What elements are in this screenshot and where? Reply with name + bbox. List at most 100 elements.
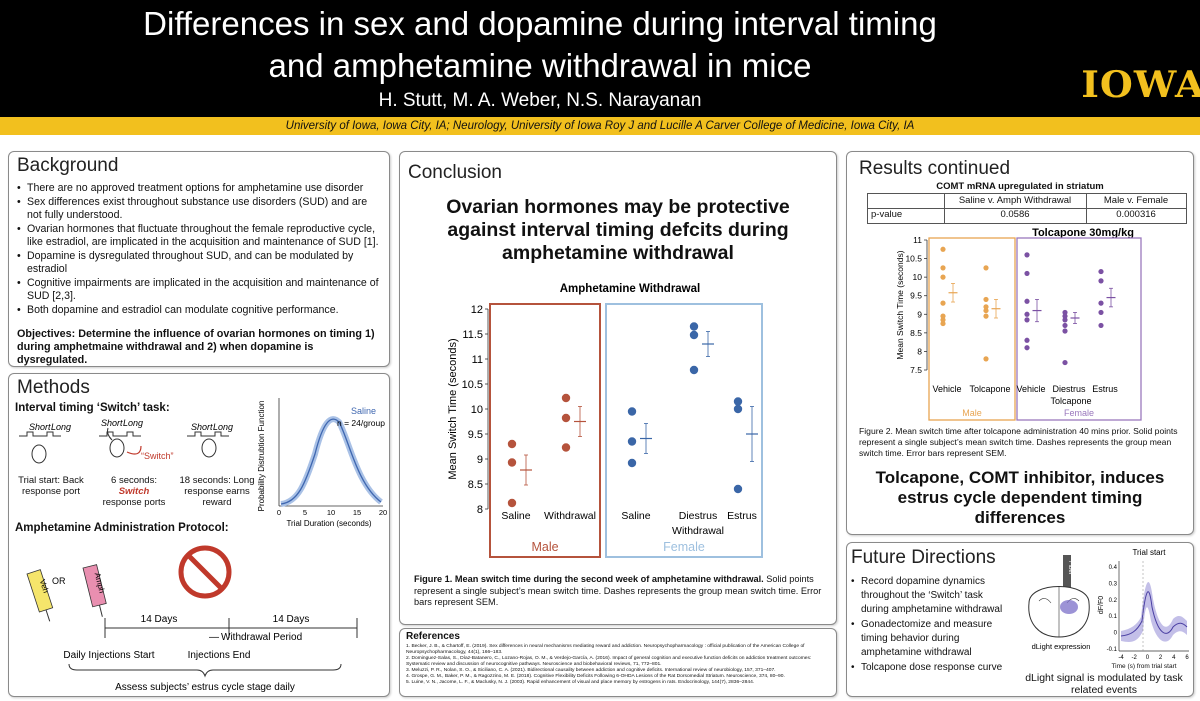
trace-ytick: 0 [1114, 631, 1118, 637]
data-point [940, 313, 946, 319]
background-bullet: Cognitive impairments are implicated in … [17, 277, 383, 303]
data-point [983, 313, 989, 319]
comt-table: Saline v. Amph Withdrawal Male v. Female… [867, 193, 1187, 224]
future-bullet: Tolcapone dose response curve [851, 661, 1011, 675]
trace-ytick: 0.2 [1109, 598, 1118, 604]
data-point [1024, 270, 1030, 277]
data-point [1062, 328, 1068, 334]
inj-start-label: Daily Injections Start [63, 650, 154, 661]
chart-title: Amphetamine Withdrawal [560, 283, 700, 295]
data-point [1024, 252, 1030, 258]
category-label: Tolcapone [969, 384, 1010, 394]
comt-table-val2: 0.000316 [1116, 209, 1156, 220]
reference-item: 5. Luine, V. N., Jacome, L. F., & Maclus… [406, 680, 755, 685]
chart-ytick: 9 [477, 454, 483, 466]
data-point [940, 274, 946, 280]
switch-task-illustration: Short Long Short Long Short Long “Switch… [19, 418, 233, 464]
or-label: OR [52, 576, 66, 586]
data-point [940, 265, 946, 271]
category-label: Diestrus [1052, 384, 1086, 394]
chart-ytick: 11 [913, 235, 922, 245]
chart-ylabel: Mean Switch Time (seconds) [895, 250, 905, 359]
data-point [983, 356, 989, 362]
data-point [733, 397, 743, 406]
withdrawal-period-label: Withdrawal Period [221, 632, 302, 643]
data-point [1024, 298, 1030, 304]
affiliation-bar: University of Iowa, Iowa City, IA; Neuro… [0, 117, 1200, 135]
data-point [1098, 300, 1104, 306]
data-point [940, 320, 946, 327]
figure2-caption: Figure 2. Mean switch time after tolcapo… [859, 426, 1178, 458]
data-point [733, 404, 743, 414]
data-point [507, 498, 517, 508]
data-point [983, 307, 989, 314]
data-point [561, 393, 571, 403]
background-panel: Background There are no approved treatme… [8, 151, 390, 367]
group-label: Female [663, 540, 705, 554]
pdf-xlabel: Trial Duration (seconds) [286, 519, 371, 528]
group-box [605, 303, 763, 558]
chart-ytick: 10 [471, 404, 483, 416]
step1-text: Trial start: Back response port [18, 475, 84, 497]
data-point [1024, 311, 1030, 317]
data-point [627, 407, 637, 416]
reference-item: 3. Meluzzi, P. R., Nolan, S. O., & Sicil… [406, 668, 776, 673]
tolcapone-chart: Tolcapone 30mg/kg Mean Switch Time (secon… [895, 227, 1142, 421]
comt-table-val1: 0.0586 [1000, 209, 1030, 220]
short-label: Short [29, 422, 51, 432]
reference-item: 4. Grospe, G. M., Baker, P. M., & Ragozz… [406, 674, 785, 679]
data-point [1062, 317, 1068, 323]
future-bullet: Gonadectomize and measure timing behavio… [851, 618, 1011, 660]
pdf-ylabel: Probability Distrubtion Function [257, 401, 266, 512]
background-bullets: There are no approved treatment options … [17, 182, 383, 318]
methods-panel: Methods Interval timing ‘Switch’ task: S… [8, 373, 390, 697]
dlight-trace-plot: Trial start dF/F0 -4 -2 0 2 4 6 0.4 0.3 0.2 0.1 0 -… [1098, 548, 1189, 661]
pdf-xtick: 10 [327, 508, 335, 517]
category-label: Diestrus [679, 510, 718, 522]
results-panel: Results continued COMT mRNA upregulated … [846, 151, 1194, 535]
trace-xtick: -4 [1118, 655, 1124, 661]
trace-ylabel: dF/F0 [1098, 596, 1105, 614]
data-point [561, 413, 571, 423]
chart-ytick: 8 [477, 504, 483, 516]
short-label: Short [191, 422, 213, 432]
category-label: Vehicle [1016, 384, 1045, 394]
data-point [1098, 268, 1104, 275]
poster-header [0, 0, 1200, 117]
category-label: Vehicle [932, 384, 961, 394]
trace-ytick: 0.1 [1109, 614, 1118, 620]
results-headline: Tolcapone, COMT inhibitor, induces estru… [875, 468, 1165, 527]
future-bullets: Record dopamine dynamics throughout the … [851, 575, 1011, 676]
data-point [1062, 322, 1068, 329]
data-point [689, 330, 699, 340]
data-point [983, 304, 989, 310]
trace-title: Trial start [1132, 548, 1166, 557]
poster-title-line2: and amphetamine withdrawal in mice [268, 47, 812, 84]
chart-ylabel: Mean Switch Time (seconds) [447, 338, 459, 479]
group-label: Female [1064, 408, 1094, 418]
data-point [1098, 309, 1104, 316]
step3-text: 18 seconds: Long response earns reward [179, 475, 255, 508]
pdf-xtick: 0 [277, 508, 281, 517]
background-bullet: Ovarian hormones that fluctuate througho… [17, 223, 383, 249]
category-label: Withdrawal [544, 510, 596, 522]
comt-table-col2: Male v. Female [1103, 195, 1169, 206]
background-title: Background [17, 155, 119, 176]
withdrawal-period-label: — [209, 632, 219, 643]
category-label: Estrus [727, 510, 757, 522]
data-point [627, 458, 637, 468]
dlight-label: dLight expression [1032, 642, 1091, 651]
trace-xtick: 2 [1159, 655, 1163, 661]
chart-ytick: 7.5 [910, 365, 922, 375]
data-point [1062, 309, 1068, 316]
short-label: Short [101, 418, 123, 428]
category-sublabel: Tolcapone [1050, 396, 1091, 406]
figure1-caption: Figure 1. Mean switch time during the se… [414, 574, 822, 607]
references-title: References [406, 631, 460, 642]
references-panel: References 1. Becker, J. B., & Chartoff,… [399, 628, 837, 697]
data-point [561, 443, 571, 452]
task-title: Interval timing ‘Switch’ task: [15, 402, 170, 414]
group-box [928, 237, 1016, 421]
category-label: Saline [621, 510, 650, 522]
chart-ytick: 10 [913, 272, 923, 282]
